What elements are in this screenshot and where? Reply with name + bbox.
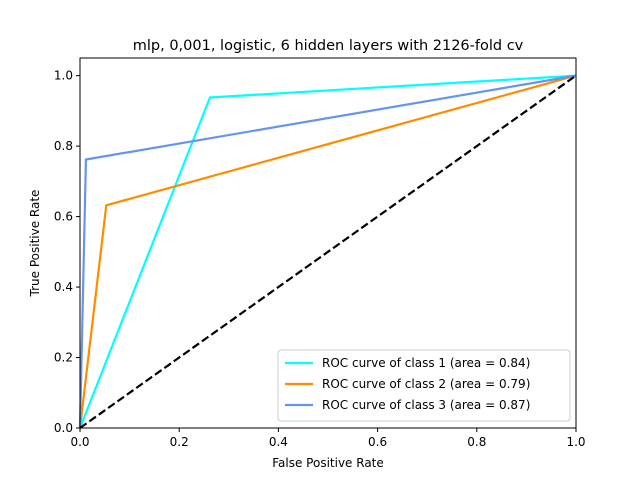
y-tick-label: 0.2 (54, 351, 73, 365)
roc-line-class-2 (78, 74, 577, 429)
x-tick-label: 0.6 (368, 435, 387, 449)
legend-items: ROC curve of class 1 (area = 0.84) ROC cu… (285, 356, 530, 412)
x-tick-label: 0.2 (170, 435, 189, 449)
x-axis-label: False Positive Rate (272, 456, 384, 470)
legend: ROC curve of class 1 (area = 0.84) ROC cu… (277, 349, 571, 422)
x-axis-ticks: 0.0 0.2 0.4 0.6 0.8 1.0 (70, 428, 586, 449)
y-tick-label: 0.6 (54, 210, 73, 224)
x-tick-label: 1.0 (566, 435, 585, 449)
y-tick-label: 0.8 (54, 139, 73, 153)
series-lines (78, 74, 577, 429)
y-tick-label: 0.0 (54, 421, 73, 435)
y-tick-label: 0.4 (54, 280, 73, 294)
plot-area: 0.0 0.2 0.4 0.6 0.8 1.0 0.0 0.2 0.4 0.6 0.8 1.0 (54, 57, 586, 449)
axes-frame (79, 57, 577, 429)
roc-line-class-3 (78, 74, 577, 429)
legend-label-class-1: ROC curve of class 1 (area = 0.84) (322, 356, 530, 370)
legend-frame (277, 349, 571, 422)
x-tick-label: 0.4 (269, 435, 288, 449)
legend-label-class-2: ROC curve of class 2 (area = 0.79) (322, 377, 530, 391)
chart-title: mlp, 0,001, logistic, 6 hidden layers wi… (133, 38, 524, 54)
x-tick-label: 0.0 (70, 435, 89, 449)
x-tick-label: 0.8 (467, 435, 486, 449)
y-axis-label: True Positive Rate (28, 190, 42, 298)
y-axis-ticks: 0.0 0.2 0.4 0.6 0.8 1.0 (54, 69, 80, 435)
roc-line-class-1 (78, 74, 577, 429)
reference-line (79, 74, 577, 429)
y-tick-label: 1.0 (54, 69, 73, 83)
reference-diagonal (79, 74, 577, 429)
legend-label-class-3: ROC curve of class 3 (area = 0.87) (322, 398, 530, 412)
